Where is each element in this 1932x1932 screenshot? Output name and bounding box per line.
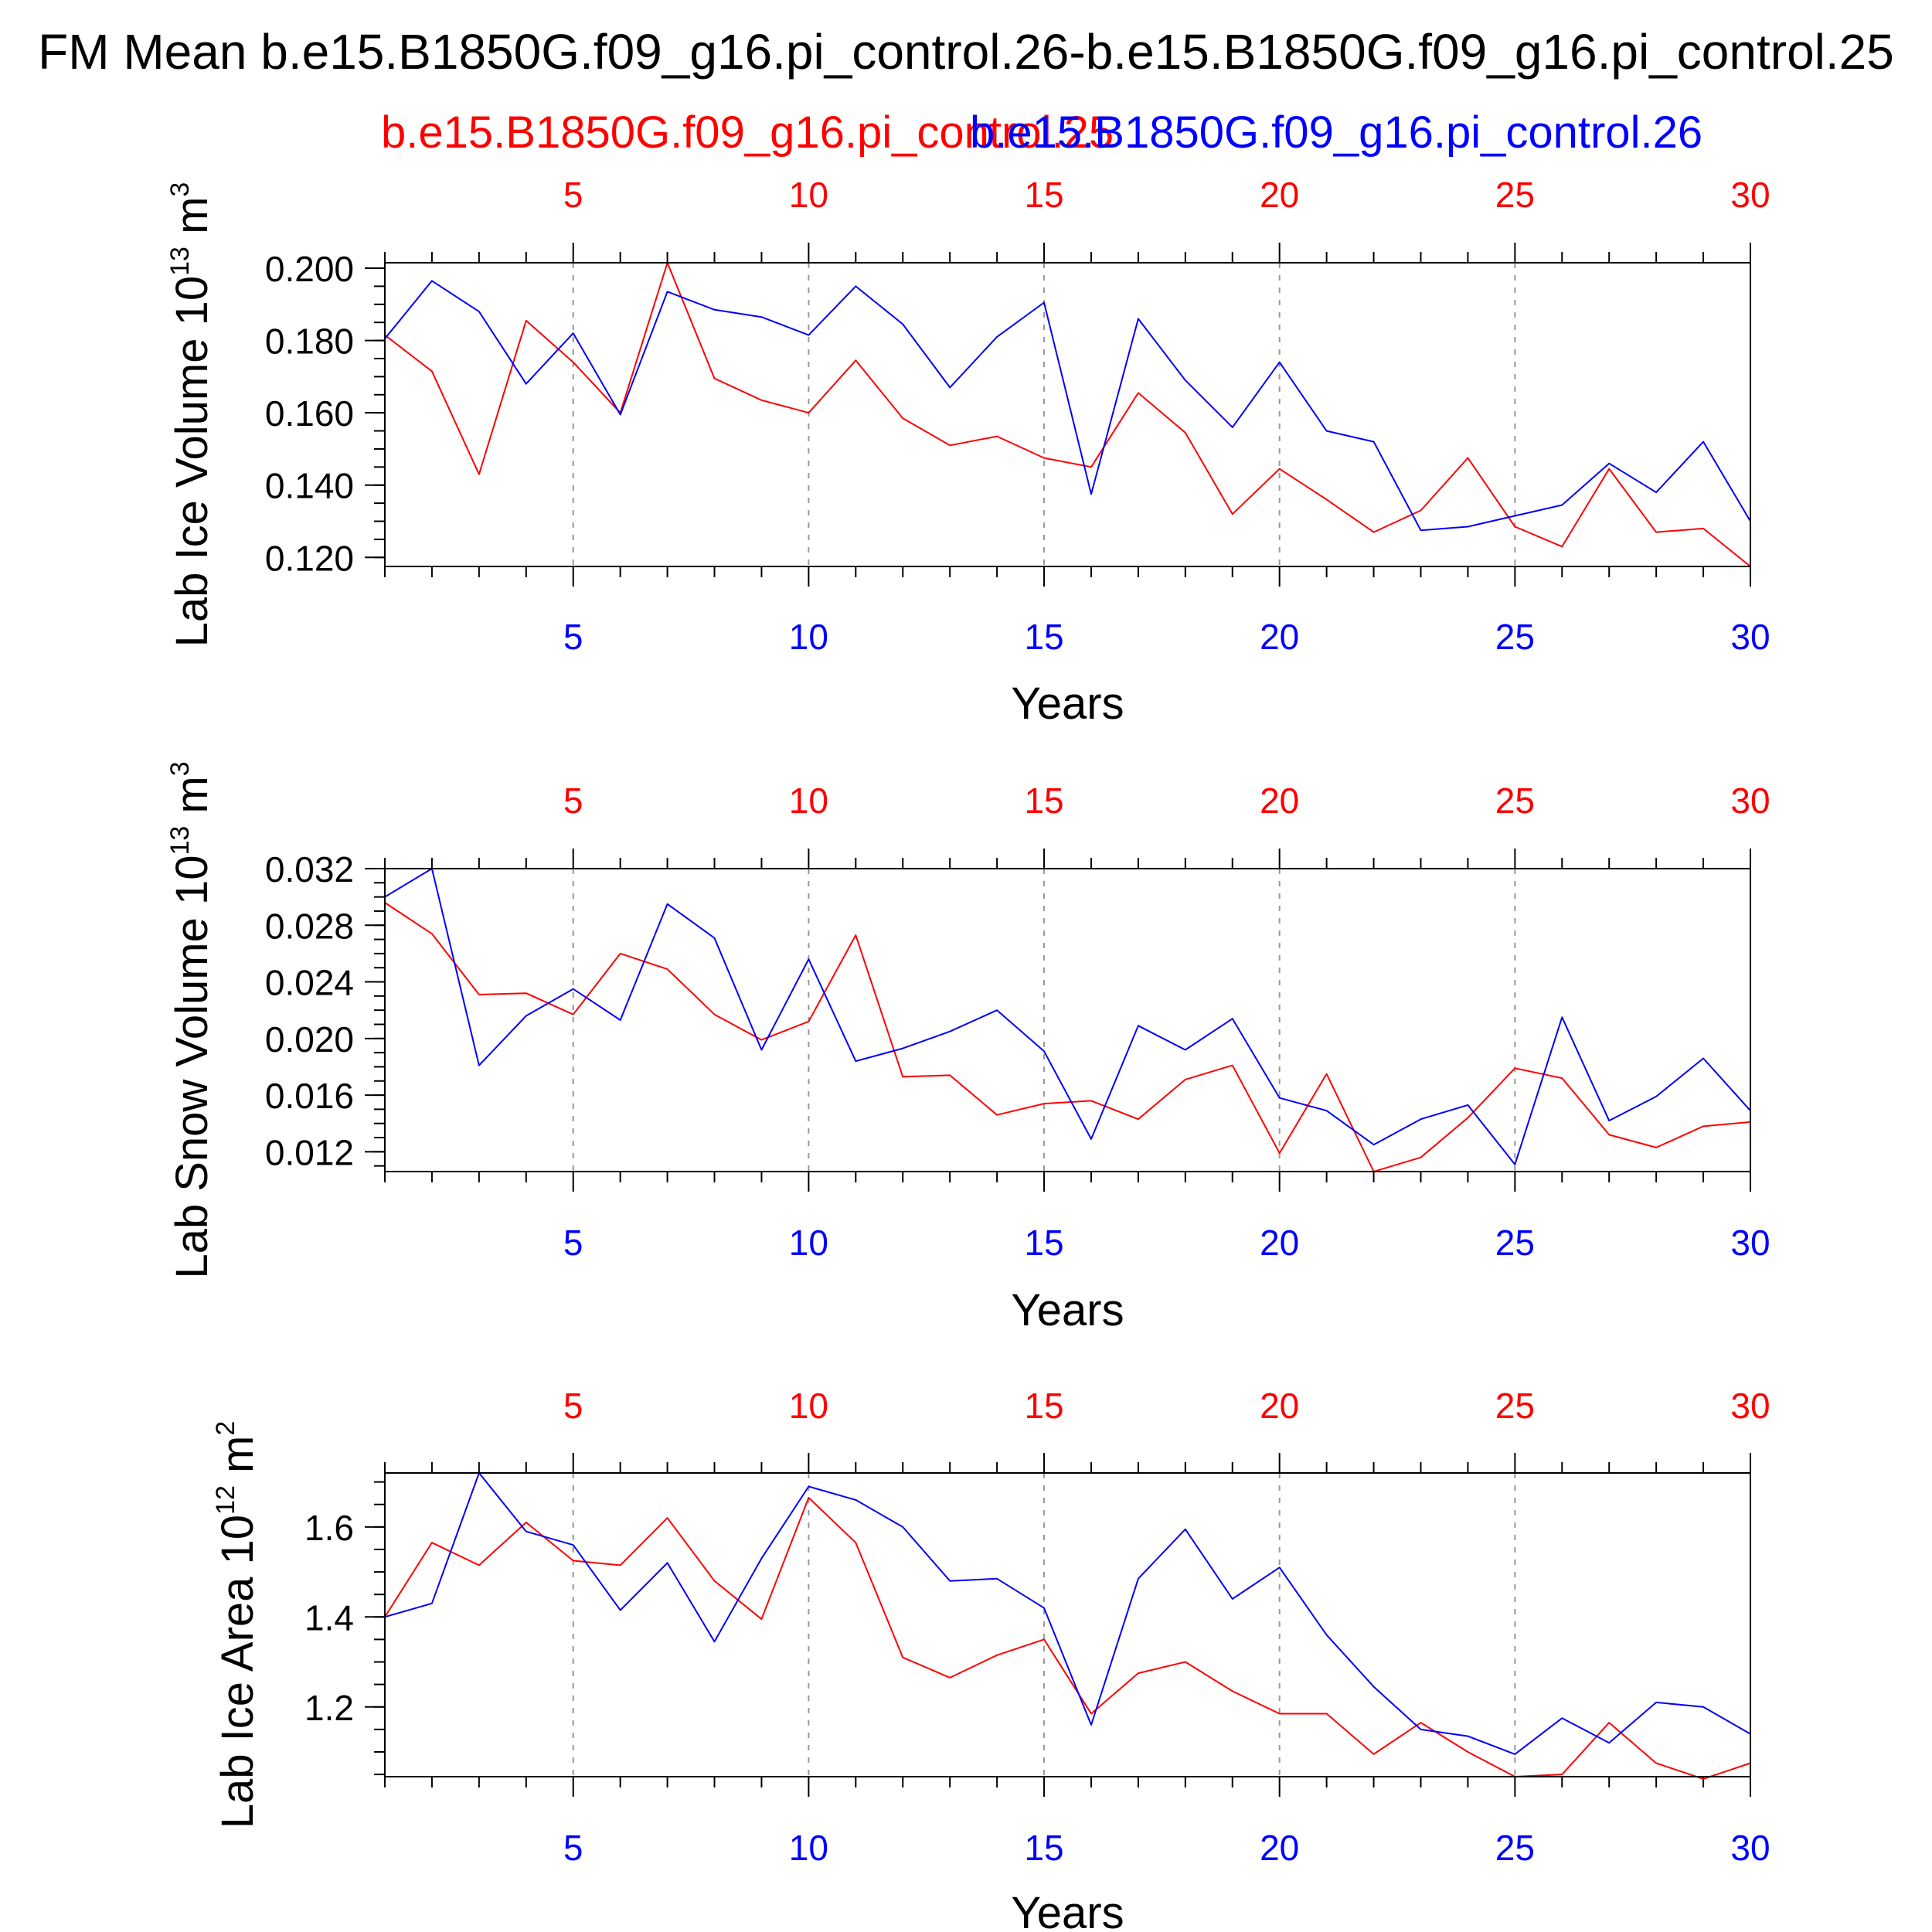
- panel1-y-tick-label: 0.200: [265, 249, 354, 289]
- panel2-y-tick-label: 0.024: [265, 963, 354, 1003]
- panel2-y-axis-label: Lab Snow Volume 1013 m3: [165, 761, 217, 1278]
- legend-run-26: b.e15.B1850G.f09_g16.pi_control.26: [970, 107, 1703, 158]
- panel2-x-axis-label: Years: [1011, 1285, 1124, 1335]
- panel3-x-tick-label-top: 20: [1260, 1386, 1299, 1426]
- panel1-x-tick-label-bottom: 25: [1495, 617, 1535, 657]
- panel3-x-tick-label-bottom: 10: [789, 1828, 828, 1868]
- panel2-x-tick-label-top: 30: [1730, 781, 1770, 821]
- panel3-x-tick-label-bottom: 5: [563, 1828, 583, 1868]
- panel3-series-red-line: [384, 1497, 1751, 1780]
- panel2-x-tick-label-bottom: 10: [789, 1223, 828, 1263]
- panel3-x-tick-label-top: 25: [1495, 1386, 1535, 1426]
- panel3-x-tick-label-bottom: 30: [1730, 1828, 1770, 1868]
- panel2-y-tick-label: 0.016: [265, 1076, 354, 1116]
- panel3-x-tick-label-top: 15: [1024, 1386, 1063, 1426]
- panel2-plot-frame: [384, 868, 1751, 1172]
- panel3-x-tick-label-top: 5: [563, 1386, 583, 1426]
- panel1-series-red-line: [384, 262, 1751, 567]
- panel1-x-tick-label-bottom: 5: [563, 617, 583, 657]
- legend-run-25: b.e15.B1850G.f09_g16.pi_control.25: [381, 107, 1114, 158]
- figure-title: FM Mean b.e15.B1850G.f09_g16.pi_control.…: [38, 24, 1894, 80]
- panel3-y-axis-label: Lab Ice Area 1012 m2: [211, 1421, 263, 1829]
- panel1-x-tick-label-bottom: 20: [1260, 617, 1299, 657]
- panel2-x-tick-label-top: 20: [1260, 781, 1299, 821]
- panel1-plot-frame: [384, 262, 1751, 567]
- panel2-x-tick-label-bottom: 25: [1495, 1223, 1535, 1263]
- panel1-x-tick-label-top: 25: [1495, 175, 1535, 215]
- panel2-x-tick-label-top: 15: [1024, 781, 1063, 821]
- panel3-x-axis-label: Years: [1011, 1888, 1124, 1932]
- panel1-y-tick-label: 0.160: [265, 393, 354, 434]
- panel2-x-tick-label-bottom: 30: [1730, 1223, 1770, 1263]
- panel2-x-tick-label-top: 5: [563, 781, 583, 821]
- panel3-x-tick-label-top: 10: [789, 1386, 828, 1426]
- panel2-series-red-line: [384, 902, 1751, 1172]
- panel1-x-axis-label: Years: [1011, 679, 1124, 729]
- panel1-series-blue-line: [384, 280, 1751, 532]
- panel1-x-tick-label-top: 20: [1260, 175, 1299, 215]
- panel1-x-tick-label-top: 10: [789, 175, 828, 215]
- panel2-x-tick-label-bottom: 15: [1024, 1223, 1063, 1263]
- panel1-y-tick-label: 0.180: [265, 321, 354, 362]
- panel2-y-tick-label: 0.032: [265, 849, 354, 889]
- panel3-y-tick-label: 1.4: [304, 1597, 354, 1638]
- panel1-x-tick-label-bottom: 15: [1024, 617, 1063, 657]
- panel2-y-tick-label: 0.020: [265, 1019, 354, 1060]
- panel1-y-tick-label: 0.140: [265, 466, 354, 506]
- panel1-x-tick-label-top: 15: [1024, 175, 1063, 215]
- panel3-series-blue-line: [384, 1472, 1751, 1755]
- panel2-y-tick-label: 0.012: [265, 1132, 354, 1172]
- panel3-y-tick-label: 1.6: [304, 1508, 354, 1548]
- panel1-x-tick-label-top: 5: [563, 175, 583, 215]
- panel3-y-tick-label: 1.2: [304, 1688, 354, 1728]
- panel1-x-tick-label-top: 30: [1730, 175, 1770, 215]
- panel3-plot-frame: [384, 1472, 1751, 1777]
- panel2-series-blue-line: [384, 868, 1751, 1165]
- panel1-y-tick-label: 0.120: [265, 538, 354, 578]
- panel3-x-tick-label-top: 30: [1730, 1386, 1770, 1426]
- panel2-x-tick-label-top: 10: [789, 781, 828, 821]
- panel3-x-tick-label-bottom: 15: [1024, 1828, 1063, 1868]
- panel3-x-tick-label-bottom: 25: [1495, 1828, 1535, 1868]
- panel1-x-tick-label-bottom: 10: [789, 617, 828, 657]
- panel2-x-tick-label-bottom: 20: [1260, 1223, 1299, 1263]
- panel1-y-axis-label: Lab Ice Volume 1013 m3: [165, 182, 217, 648]
- panel2-y-tick-label: 0.028: [265, 906, 354, 946]
- panel2-x-tick-label-top: 25: [1495, 781, 1535, 821]
- panel3-x-tick-label-bottom: 20: [1260, 1828, 1299, 1868]
- panel1-x-tick-label-bottom: 30: [1730, 617, 1770, 657]
- panel2-x-tick-label-bottom: 5: [563, 1223, 583, 1263]
